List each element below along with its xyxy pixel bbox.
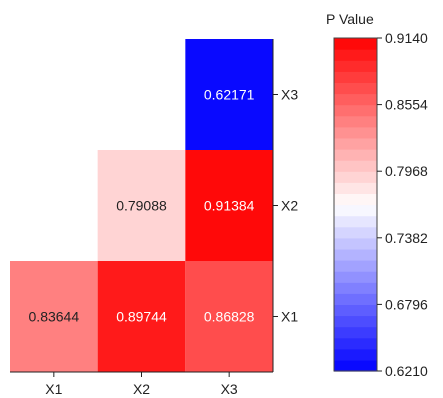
colorbar-tick-label: 0.7968	[385, 163, 428, 179]
heatmap-cell-x3-x3	[185, 39, 273, 150]
colorbar-band	[334, 71, 377, 83]
colorbar-bands	[334, 38, 377, 372]
colorbar-band	[334, 160, 377, 172]
y-tick-label: X3	[281, 87, 298, 103]
heatmap-cell-x2-x2	[97, 150, 186, 261]
colorbar-band	[334, 337, 377, 350]
colorbar-border	[333, 37, 378, 372]
colorbar-tick-label: 0.9140	[385, 30, 428, 46]
colorbar-band	[334, 260, 377, 272]
colorbar-band	[334, 293, 377, 305]
colorbar-band	[334, 204, 377, 217]
colorbar-ticks: 0.9140 0.8554 0.7968 0.7382 0.6796 0.6210	[377, 30, 428, 379]
colorbar-band	[334, 248, 377, 261]
colorbar-band	[334, 315, 377, 328]
colorbar-band	[334, 93, 377, 106]
colorbar-band	[334, 104, 377, 117]
heatmap-cells: 0.83644 0.89744 0.86828 0.79088 0.91384 0.621…	[10, 39, 273, 372]
colorbar-band	[334, 49, 377, 61]
colorbar-band	[334, 149, 377, 161]
colorbar-tick-label: 0.8554	[385, 97, 428, 113]
colorbar-band	[334, 226, 377, 239]
cell-value-label: 0.83644	[29, 309, 80, 325]
colorbar: P Value 0.91400.85540.79680.73820.67960.…	[326, 11, 428, 379]
colorbar-band	[334, 182, 377, 194]
colorbar-band	[334, 38, 377, 50]
colorbar-band	[334, 215, 377, 228]
colorbar-band	[334, 326, 377, 339]
colorbar-band	[334, 271, 377, 283]
colorbar-band	[334, 193, 377, 206]
heatmap-cell-x3-x1	[185, 261, 273, 372]
colorbar-band	[334, 126, 377, 139]
heatmap-cell-x2-x1	[97, 261, 186, 372]
colorbar-band	[334, 304, 377, 317]
heatmap-cell-x1-x1	[10, 261, 98, 372]
colorbar-title: P Value	[326, 11, 374, 27]
colorbar-tick-label: 0.6796	[385, 296, 428, 312]
colorbar-band	[334, 348, 377, 361]
colorbar-band	[334, 82, 377, 95]
colorbar-band	[334, 137, 377, 150]
cell-value-label: 0.86828	[204, 309, 255, 325]
colorbar-tick-label: 0.6210	[385, 363, 428, 379]
colorbar-tick-label: 0.7382	[385, 230, 428, 246]
x-tick-label: X3	[221, 381, 238, 397]
cell-value-label: 0.91384	[204, 198, 255, 214]
y-tick-label: X2	[281, 198, 298, 214]
x-axis-ticks: X1 X2 X3	[45, 372, 238, 397]
x-tick-label: X1	[45, 381, 62, 397]
cell-value-label: 0.62171	[204, 87, 255, 103]
colorbar-band	[334, 115, 377, 128]
colorbar-band	[334, 359, 377, 372]
colorbar-band	[334, 282, 377, 294]
x-tick-label: X2	[133, 381, 150, 397]
y-tick-label: X1	[281, 309, 298, 325]
colorbar-band	[334, 60, 377, 72]
cell-value-label: 0.79088	[116, 198, 167, 214]
cell-value-label: 0.89744	[116, 309, 167, 325]
y-axis-ticks: X1 X2 X3	[273, 87, 298, 325]
colorbar-band	[334, 237, 377, 250]
heatmap-cell-x3-x2	[185, 150, 273, 261]
colorbar-band	[334, 171, 377, 183]
